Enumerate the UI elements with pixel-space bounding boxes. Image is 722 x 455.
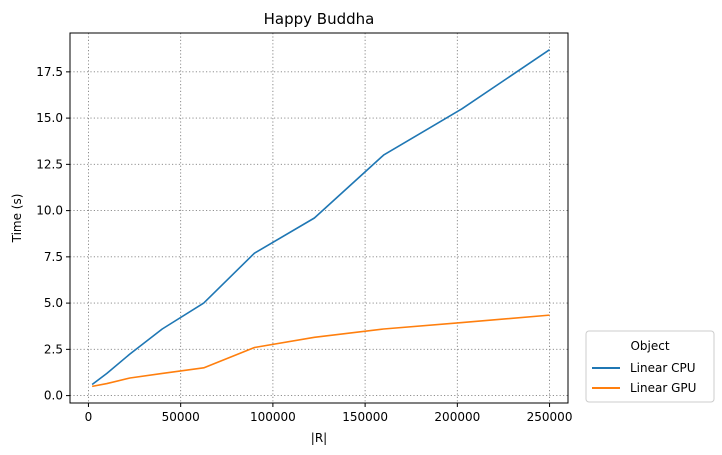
- y-tick-label: 17.5: [36, 65, 63, 79]
- y-tick-label: 2.5: [44, 342, 63, 356]
- legend-box: [585, 330, 715, 403]
- x-axis-ticks: 0 50000 100000 150000 200000 250000: [85, 403, 573, 424]
- legend-label-linear-gpu: Linear GPU: [630, 381, 696, 395]
- x-tick-label: 250000: [527, 410, 573, 424]
- grid: [70, 33, 568, 403]
- legend: Object Linear CPU Linear GPU: [585, 330, 715, 403]
- x-tick-label: 50000: [162, 410, 200, 424]
- series-line-linear-gpu: [91, 314, 550, 388]
- y-axis-ticks: 0.0 2.5 5.0 7.5 10.0 12.5 15.0 17.5: [36, 65, 70, 403]
- series-line-linear-cpu: [91, 48, 551, 386]
- x-tick-label: 150000: [342, 410, 388, 424]
- x-axis-label: |R|: [311, 431, 327, 445]
- y-tick-label: 5.0: [44, 296, 63, 310]
- plot-series: [91, 48, 551, 388]
- y-axis-label: Time (s): [10, 194, 24, 244]
- y-tick-label: 10.0: [36, 204, 63, 218]
- x-tick-label: 100000: [250, 410, 296, 424]
- plot-frame: [69, 32, 569, 404]
- legend-title: Object: [630, 339, 669, 353]
- legend-label-linear-cpu: Linear CPU: [630, 361, 696, 375]
- y-tick-label: 0.0: [44, 389, 63, 403]
- x-tick-label: 0: [85, 410, 93, 424]
- chart-title: Happy Buddha: [264, 10, 375, 28]
- y-tick-label: 7.5: [44, 250, 63, 264]
- y-tick-label: 12.5: [36, 157, 63, 171]
- x-tick-label: 200000: [434, 410, 480, 424]
- y-tick-label: 15.0: [36, 111, 63, 125]
